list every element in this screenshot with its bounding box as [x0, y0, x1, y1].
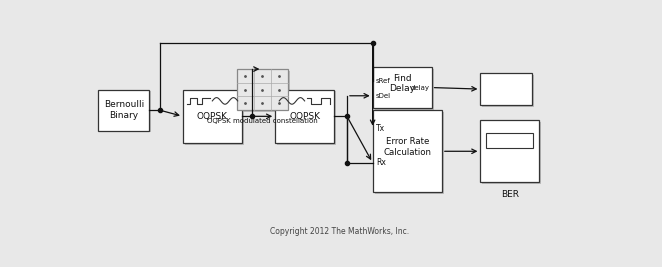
Bar: [375, 112, 444, 194]
Bar: [185, 91, 244, 145]
Text: sRef: sRef: [376, 78, 391, 84]
Bar: [237, 69, 288, 110]
Text: Tx: Tx: [376, 124, 385, 133]
Text: Error Rate
Calculation: Error Rate Calculation: [383, 138, 431, 157]
Bar: [483, 122, 542, 184]
Bar: [183, 90, 242, 143]
Bar: [100, 91, 152, 132]
Text: Rx: Rx: [376, 158, 386, 167]
Bar: [481, 73, 532, 105]
Text: delay: delay: [410, 85, 430, 91]
Text: sDel: sDel: [376, 93, 391, 99]
Bar: [487, 133, 534, 148]
Text: OQPSK modulated constellation: OQPSK modulated constellation: [207, 118, 318, 124]
Text: Find
Delay: Find Delay: [389, 74, 415, 93]
Bar: [483, 75, 534, 107]
Text: BER: BER: [501, 190, 519, 199]
Text: Bernoulli
Binary: Bernoulli Binary: [104, 100, 144, 120]
Bar: [373, 110, 442, 193]
Bar: [375, 69, 434, 110]
Bar: [481, 120, 540, 182]
Bar: [373, 67, 432, 108]
Text: OQPSK: OQPSK: [289, 112, 320, 121]
Bar: [275, 90, 334, 143]
Text: OQPSK: OQPSK: [197, 112, 228, 121]
Bar: [239, 71, 290, 112]
Text: Copyright 2012 The MathWorks, Inc.: Copyright 2012 The MathWorks, Inc.: [269, 227, 409, 235]
Bar: [98, 90, 150, 131]
Bar: [277, 91, 336, 145]
